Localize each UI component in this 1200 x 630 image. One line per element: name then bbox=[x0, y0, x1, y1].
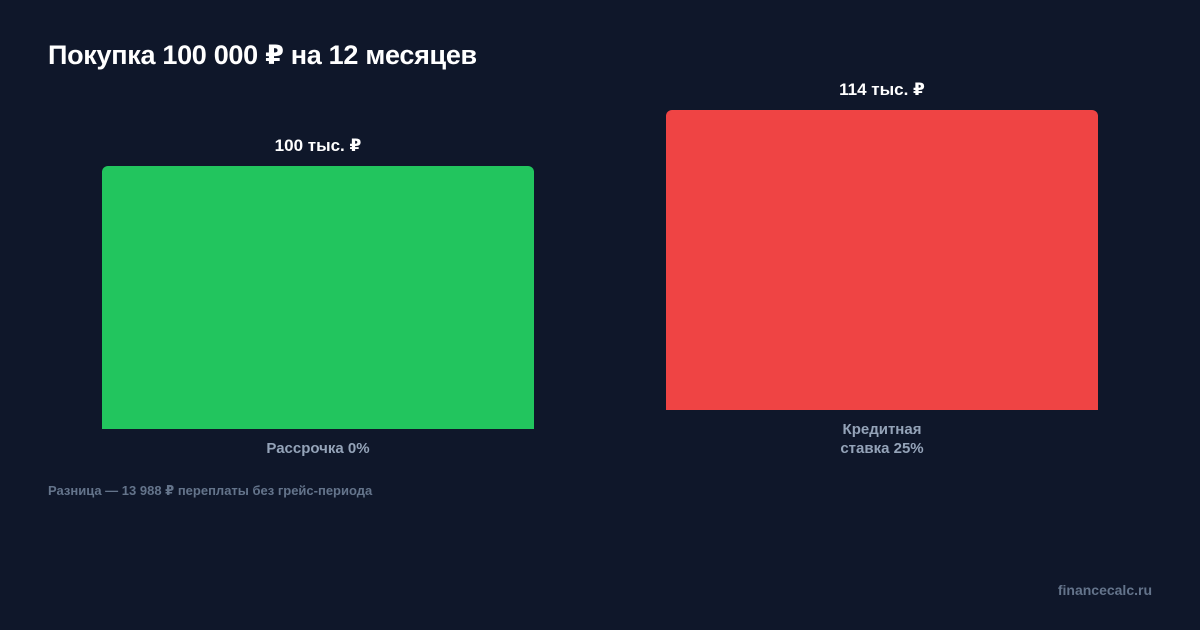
category-label-installment: Рассрочка 0% bbox=[266, 440, 370, 457]
data-label-installment: 100 тыс. ₽ bbox=[274, 136, 362, 155]
bar-installment bbox=[102, 166, 534, 429]
data-label-credit: 114 тыс. ₽ bbox=[839, 80, 925, 100]
chart-title: Покупка 100 000 ₽ на 12 месяцев bbox=[48, 40, 477, 70]
bar-credit bbox=[666, 110, 1098, 410]
category-label-credit: Кредитная ставка 25% bbox=[840, 421, 924, 457]
brand-watermark: financecalc.ru bbox=[1057, 582, 1152, 598]
difference-note: Разница — 13 988 ₽ переплаты без грейс-п… bbox=[48, 483, 373, 498]
